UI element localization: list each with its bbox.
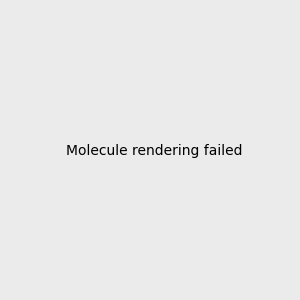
Text: Molecule rendering failed: Molecule rendering failed — [65, 145, 242, 158]
